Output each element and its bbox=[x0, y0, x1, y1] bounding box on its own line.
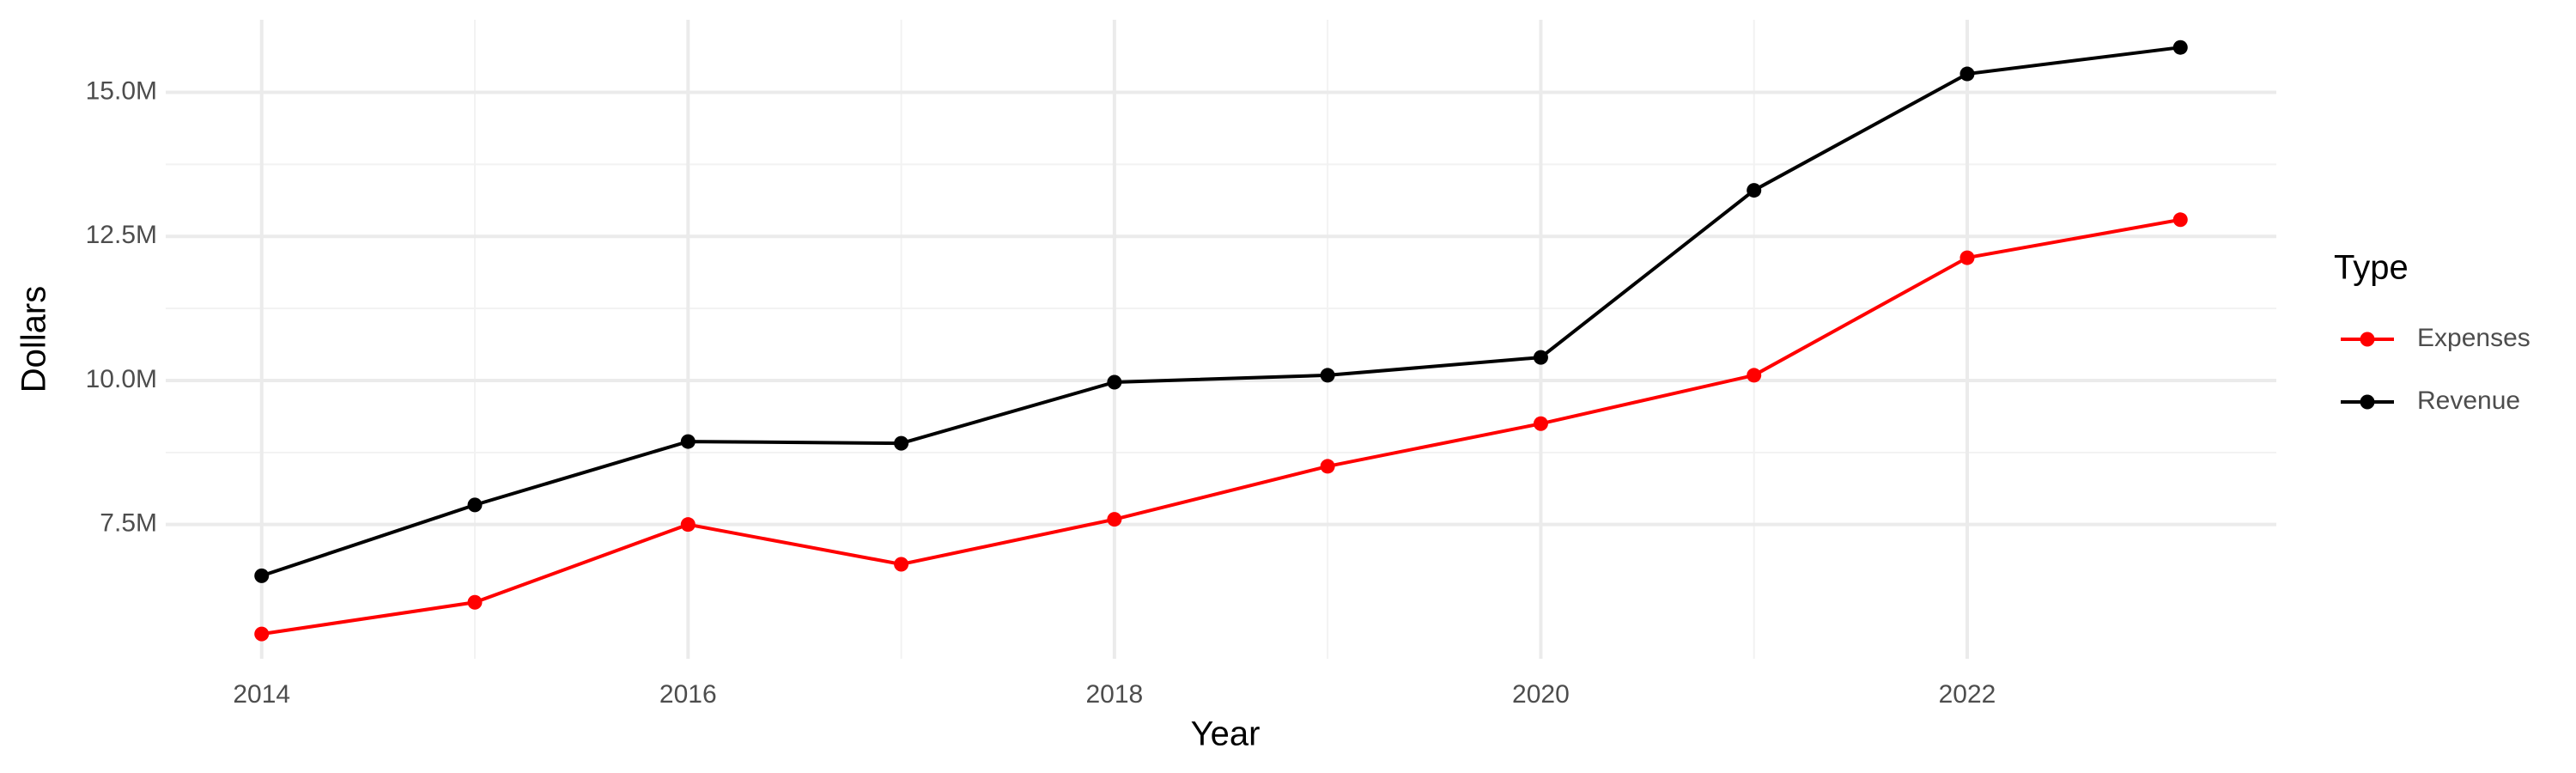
y-tick-label: 12.5M bbox=[86, 221, 157, 249]
data-point bbox=[680, 517, 696, 533]
data-point bbox=[680, 434, 696, 449]
x-tick-label: 2016 bbox=[659, 680, 717, 709]
data-point bbox=[1747, 368, 1762, 383]
x-axis-title: Year bbox=[1191, 715, 1261, 753]
data-point bbox=[2172, 40, 2188, 55]
data-point bbox=[1959, 250, 1975, 265]
data-point bbox=[467, 594, 483, 610]
data-point bbox=[254, 626, 270, 642]
data-point bbox=[254, 568, 270, 583]
y-tick-label: 7.5M bbox=[100, 509, 157, 538]
legend-key-point bbox=[2360, 332, 2375, 347]
y-tick-label: 10.0M bbox=[86, 365, 157, 393]
legend-label: Revenue bbox=[2417, 386, 2520, 415]
data-point bbox=[1320, 368, 1335, 383]
x-tick-label: 2014 bbox=[233, 680, 290, 709]
series-line bbox=[261, 217, 2181, 636]
y-axis-title: Dollars bbox=[15, 286, 53, 393]
data-point bbox=[1959, 66, 1975, 82]
legend-key-point bbox=[2360, 394, 2375, 410]
data-point bbox=[894, 557, 909, 572]
series-line bbox=[261, 46, 2181, 578]
x-tick-label: 2018 bbox=[1085, 680, 1143, 709]
data-point bbox=[1107, 512, 1122, 527]
legend-label: Expenses bbox=[2417, 324, 2530, 352]
data-point bbox=[1533, 416, 1548, 431]
data-point bbox=[894, 435, 909, 451]
legend-title: Type bbox=[2334, 249, 2409, 287]
data-point bbox=[1107, 374, 1122, 390]
data-point bbox=[1320, 459, 1335, 474]
data-point bbox=[1747, 183, 1762, 198]
data-point bbox=[1533, 350, 1548, 365]
y-tick-label: 15.0M bbox=[86, 76, 157, 105]
data-point bbox=[2172, 212, 2188, 228]
x-tick-label: 2022 bbox=[1939, 680, 1996, 709]
data-point bbox=[467, 497, 483, 513]
x-tick-label: 2020 bbox=[1512, 680, 1570, 709]
